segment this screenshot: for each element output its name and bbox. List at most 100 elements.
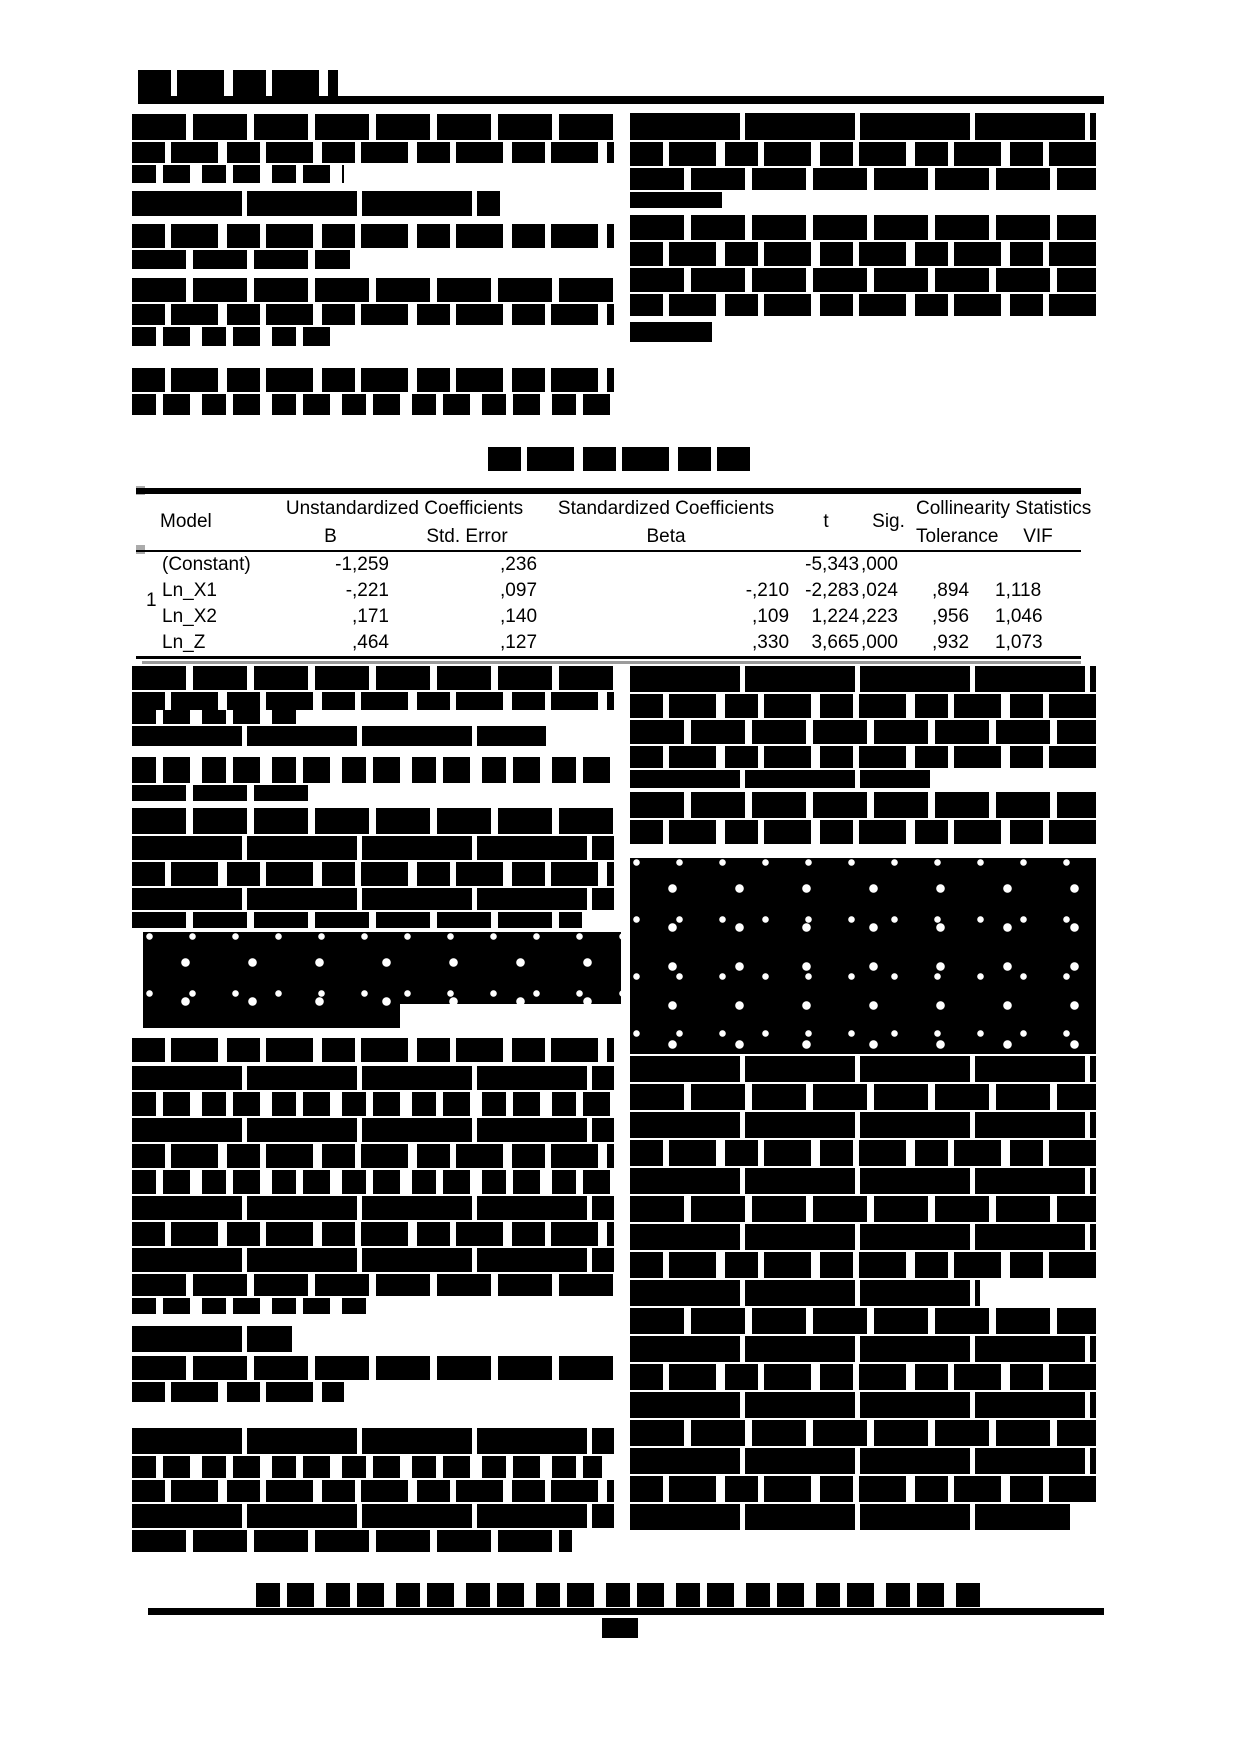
- redacted-line: [630, 242, 1096, 266]
- redacted-line: [132, 1456, 602, 1478]
- redacted-line: [132, 1066, 614, 1090]
- table-caption-redacted: [488, 447, 750, 471]
- cell-vif: 1,073: [995, 632, 1043, 654]
- col-header-std-error: Std. Error: [426, 526, 508, 548]
- redacted-line: [630, 1224, 1096, 1250]
- coefficients-table: Model Unstandardized Coefficients Standa…: [136, 488, 1092, 659]
- footer-text-redacted: [256, 1583, 984, 1607]
- col-header-unstandardized: Unstandardized Coefficients: [285, 498, 524, 520]
- redacted-line: [630, 268, 1096, 292]
- redacted-line: [132, 757, 614, 783]
- redacted-heading: [132, 726, 546, 746]
- redacted-line: [630, 142, 1096, 166]
- redacted-line: [630, 1196, 1096, 1222]
- redacted-line: [132, 224, 614, 248]
- page-number-redacted: [602, 1618, 638, 1638]
- col-header-tolerance: Tolerance: [916, 526, 999, 548]
- header-title-redacted: [138, 70, 338, 96]
- redacted-line: [132, 1298, 372, 1314]
- footer-rule: [148, 1608, 1104, 1615]
- redacted-heading: [132, 1326, 292, 1352]
- table-bottom-gray-rule: [142, 661, 1081, 664]
- redacted-line: [630, 1392, 1096, 1418]
- cell-tolerance: [916, 551, 995, 578]
- cell-sig: ,000: [861, 554, 898, 576]
- cell-std-error: ,097: [500, 580, 538, 602]
- redacted-line: [132, 1504, 614, 1528]
- cell-b: ,171: [352, 606, 389, 628]
- redacted-line: [132, 368, 614, 392]
- cell-t: 3,665: [811, 632, 860, 654]
- cell-vif: 1,046: [995, 606, 1043, 628]
- redacted-line: [630, 1476, 1096, 1502]
- redacted-line: [630, 1448, 1096, 1474]
- redacted-line: [132, 862, 614, 886]
- cell-std-error: ,127: [500, 632, 538, 654]
- cell-tolerance: ,894: [932, 580, 970, 602]
- redacted-line: [132, 666, 614, 690]
- table-row: Ln_X2 ,171 ,140 ,109 1,224 ,223 ,956 1,0…: [136, 604, 1081, 630]
- redacted-line: [630, 1364, 1096, 1390]
- cell-b: -,221: [345, 580, 389, 602]
- redacted-line: [132, 1118, 614, 1142]
- redacted-line: [132, 1038, 614, 1062]
- cell-sig: ,000: [861, 632, 898, 654]
- table-row: Ln_X1 -,221 ,097 -,210 -2,283 ,024 ,894 …: [136, 578, 1081, 604]
- redacted-line: [132, 165, 344, 183]
- model-number: 1: [146, 590, 157, 611]
- redacted-line: [630, 168, 1096, 190]
- redacted-line: [132, 1530, 572, 1552]
- redacted-line: [132, 1480, 614, 1502]
- col-header-standardized: Standardized Coefficients: [557, 498, 775, 520]
- redacted-line: [630, 322, 712, 342]
- redacted-line: [132, 142, 614, 163]
- redacted-line: [132, 1274, 614, 1296]
- redacted-line: [630, 770, 930, 788]
- cell-sig: ,223: [861, 606, 898, 628]
- redacted-line: [630, 1252, 1096, 1278]
- redacted-line: [132, 394, 614, 415]
- cell-vif: [995, 551, 1081, 578]
- row-label: Ln_Z: [162, 632, 206, 654]
- cell-b: ,464: [352, 632, 389, 654]
- redacted-line: [132, 912, 582, 928]
- scan-artifact: [136, 545, 145, 554]
- cell-t: 1,224: [811, 606, 860, 628]
- redacted-line: [132, 808, 614, 834]
- redacted-line: [630, 1168, 1096, 1194]
- cell-tolerance: ,932: [932, 632, 970, 654]
- redacted-line: [132, 278, 614, 302]
- redacted-line: [630, 1308, 1096, 1334]
- cell-vif: 1,118: [995, 580, 1042, 602]
- cell-std-error: ,236: [500, 554, 538, 576]
- redacted-line: [132, 1092, 614, 1116]
- redacted-line: [132, 250, 350, 269]
- redacted-line: [132, 114, 614, 140]
- col-header-collinearity: Collinearity Statistics: [916, 498, 1092, 520]
- table-row: Ln_Z ,464 ,127 ,330 3,665 ,000 ,932 1,07…: [136, 630, 1081, 658]
- row-label: (Constant): [162, 554, 251, 576]
- redacted-line: [630, 294, 1096, 316]
- table-row: (Constant) -1,259 ,236 -5,343 ,000: [136, 551, 1081, 578]
- redacted-line: [630, 792, 1096, 818]
- col-header-t: t: [823, 511, 829, 533]
- redacted-line: [630, 746, 1096, 768]
- redacted-line: [630, 113, 1096, 140]
- figure-notch: [400, 1004, 621, 1030]
- cell-b: -1,259: [335, 554, 389, 576]
- row-label: Ln_X1: [162, 580, 217, 602]
- cell-sig: ,024: [861, 580, 898, 602]
- col-header-vif: VIF: [1023, 526, 1053, 548]
- redacted-line: [132, 1356, 614, 1380]
- redacted-line: [630, 720, 1096, 744]
- col-header-model: Model: [160, 511, 212, 533]
- redacted-line: [132, 836, 614, 860]
- redacted-line: [132, 1170, 614, 1194]
- redacted-line: [132, 1248, 614, 1272]
- redacted-line: [630, 1140, 1096, 1166]
- redacted-line: [132, 710, 302, 724]
- redacted-line: [132, 1428, 614, 1454]
- redacted-line: [132, 304, 614, 325]
- redacted-line: [630, 694, 1096, 718]
